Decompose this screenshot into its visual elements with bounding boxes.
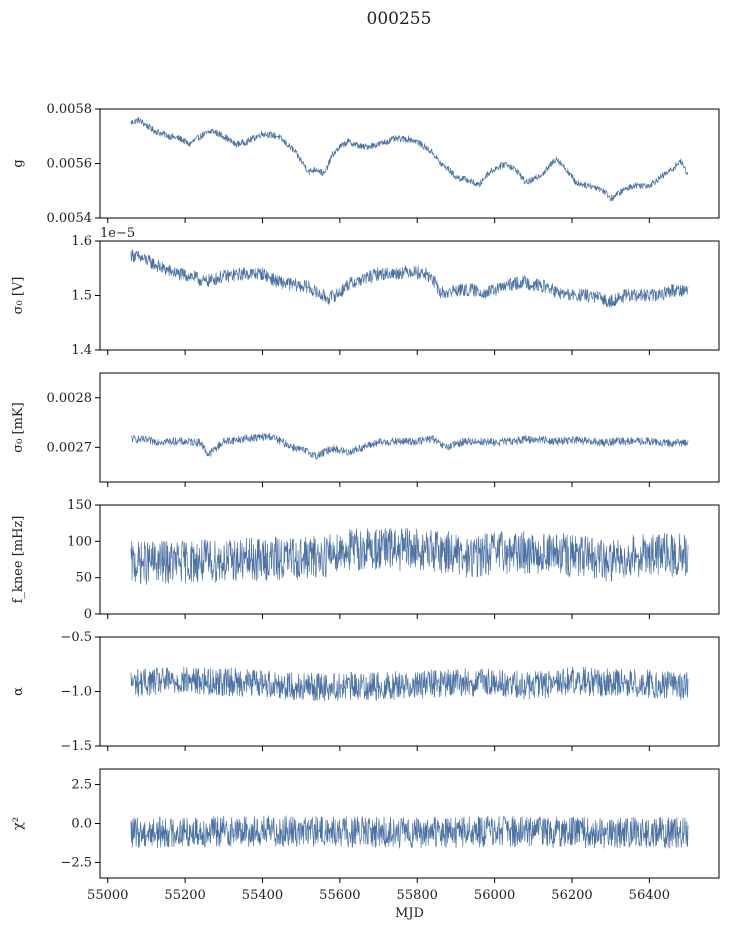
y-axis-label: χ² <box>11 817 26 830</box>
y-tick-label: 1.6 <box>71 234 92 249</box>
y-tick-label: 100 <box>67 534 92 549</box>
y-axis-label: σ₀ [mK] <box>11 402 26 452</box>
y-tick-label: −1.5 <box>60 739 92 754</box>
x-tick-label: 55600 <box>319 888 360 903</box>
y-axis-label: σ₀ [V] <box>11 277 26 315</box>
x-tick-label: 55000 <box>87 888 128 903</box>
axes-frame <box>99 372 720 483</box>
x-tick-label: 55800 <box>397 888 438 903</box>
series-line <box>130 666 689 702</box>
series-line <box>130 432 689 460</box>
x-tick-label: 55200 <box>164 888 205 903</box>
y-tick-label: 0.0056 <box>47 157 93 172</box>
series-line <box>130 248 689 308</box>
y-axis-label: f_knee [mHz] <box>11 516 26 604</box>
x-tick-label: 55400 <box>242 888 283 903</box>
y-axis-label: α <box>11 687 26 696</box>
x-axis-label: MJD <box>395 906 424 921</box>
y-tick-label: 1.5 <box>71 289 92 304</box>
y-tick-label: 0.0054 <box>47 211 93 226</box>
y-tick-label: 150 <box>67 498 92 513</box>
series-line <box>130 528 689 585</box>
y-tick-label: 0.0027 <box>47 440 93 455</box>
axes-frame <box>99 504 720 615</box>
panel-6: −2.5 0.0 2.5 55000 55200 55400 55600 55800 56000… <box>11 768 720 921</box>
offset-text: 1e−5 <box>100 226 135 241</box>
y-tick-label: 0.0058 <box>47 102 93 117</box>
x-tick-label: 56200 <box>551 888 592 903</box>
y-tick-label: −0.5 <box>60 630 92 645</box>
y-tick-label: 0.0028 <box>47 391 93 406</box>
x-tick-label: 56400 <box>629 888 670 903</box>
y-tick-label: 2.5 <box>71 778 92 793</box>
y-tick-label: 50 <box>75 571 92 586</box>
panel-4: 0 50 100 150 f_knee [mHz] <box>11 498 720 622</box>
axes-frame <box>99 108 720 219</box>
series-line <box>130 116 689 202</box>
figure-title: 000255 <box>367 9 432 29</box>
x-tick-label: 56000 <box>474 888 515 903</box>
panel-2: 1.4 1.5 1.6 σ₀ [V] 1e−5 <box>11 226 720 358</box>
y-tick-label: −2.5 <box>60 855 92 870</box>
panel-5: −1.5 −1.0 −0.5 α <box>11 630 720 754</box>
y-tick-label: 0.0 <box>71 817 92 832</box>
y-tick-label: 0 <box>84 607 92 622</box>
panel-3: 0.0027 0.0028 σ₀ [mK] <box>11 372 720 487</box>
panel-1: 0.0054 0.0056 0.0058 g <box>11 102 720 226</box>
y-tick-label: −1.0 <box>60 685 92 700</box>
y-tick-label: 1.4 <box>71 343 92 358</box>
series-line <box>130 815 689 849</box>
y-axis-label: g <box>11 159 26 167</box>
